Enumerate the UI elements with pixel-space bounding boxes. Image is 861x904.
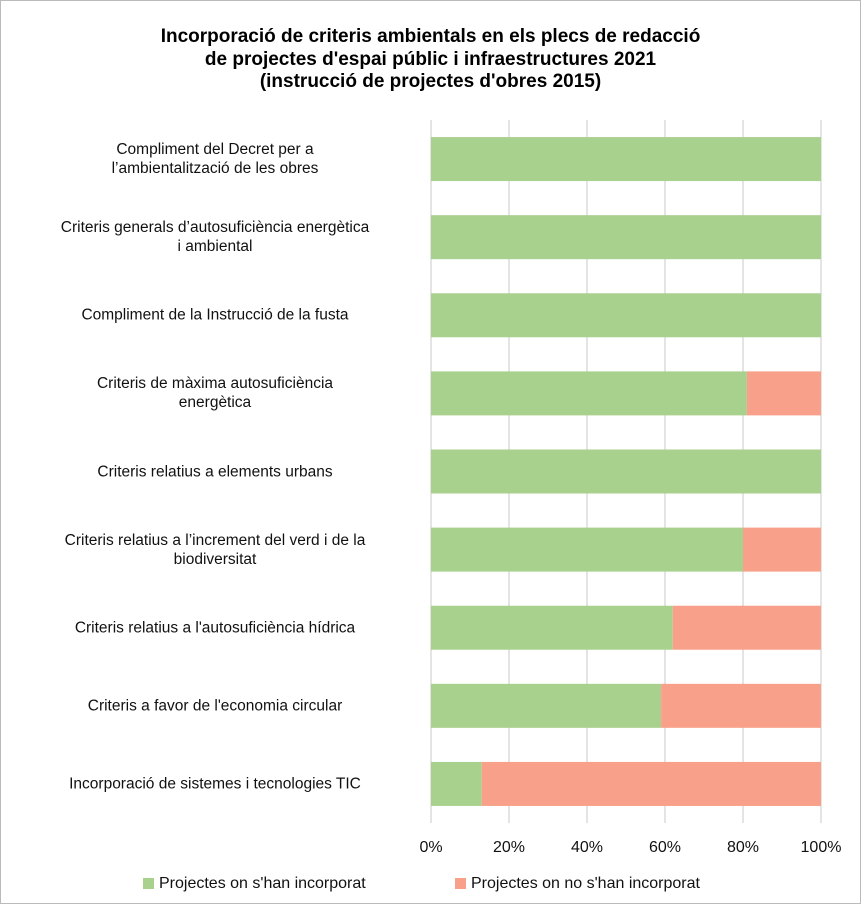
bar-segment: [481, 761, 821, 806]
chart-title: Incorporació de criteris ambientals en e…: [160, 26, 701, 92]
x-tick-label: 100%: [800, 839, 842, 856]
bar-segment: [672, 605, 821, 650]
x-tick-label: 40%: [570, 839, 604, 856]
legend-label: Projectes on s'han incorporat: [159, 875, 366, 892]
legend-swatch: [455, 878, 466, 889]
bar-segment: [431, 371, 747, 416]
bar-segment: [661, 683, 821, 728]
bar-segment: [743, 527, 821, 572]
bar-segment: [431, 137, 821, 182]
y-tick-label: Criteris generals d’autosuficiència ener…: [60, 219, 370, 256]
legend-swatch: [143, 878, 154, 889]
x-tick-label: 60%: [648, 839, 682, 856]
bar-segment: [431, 449, 821, 494]
legend-label: Projectes on no s'han incorporat: [471, 875, 700, 892]
x-tick-label: 20%: [492, 839, 526, 856]
bar-segment: [431, 215, 821, 260]
bar-segment: [431, 683, 662, 728]
bar-segment: [746, 371, 821, 416]
y-tick-label: Criteris a favor de l'economia circular: [87, 697, 343, 715]
y-tick-label: Compliment de la Instrucció de la fusta: [81, 306, 349, 324]
x-tick-label: 80%: [726, 839, 760, 856]
bar-segment: [431, 761, 482, 806]
x-tick-label: 0%: [419, 839, 443, 856]
y-tick-label: Compliment del Decret per a l’ambientali…: [111, 141, 319, 178]
bar-segment: [431, 293, 821, 338]
bar-segment: [431, 527, 743, 572]
y-tick-label: Criteris relatius a l'autosuficiència hí…: [74, 619, 356, 637]
y-tick-label: Incorporació de sistemes i tecnologies T…: [69, 775, 361, 793]
y-tick-label: Criteris relatius a elements urbans: [97, 463, 333, 480]
y-tick-label: Criteris de màxima autosuficiència energ…: [96, 375, 334, 412]
y-tick-label: Criteris relatius a l’increment del verd…: [64, 531, 366, 568]
bar-segment: [431, 605, 673, 650]
